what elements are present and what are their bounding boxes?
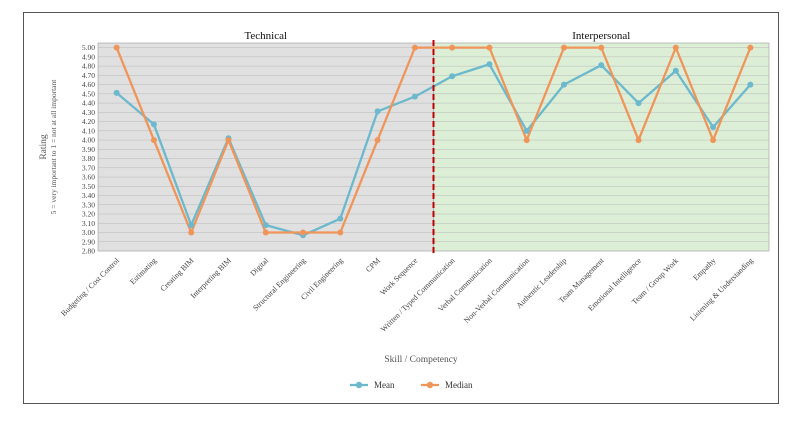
y-tick-label: 3.00 [82,228,95,237]
data-point-mean [449,73,456,80]
data-point-mean [710,124,717,131]
data-point-median [225,137,232,144]
data-point-mean [188,222,195,229]
y-tick-label: 4.30 [82,108,95,117]
y-tick-label: 4.70 [82,71,95,80]
data-point-median [598,44,605,51]
legend-label-median: Median [445,380,473,390]
data-point-mean [150,121,157,128]
x-tick-label: Estimating [128,256,158,286]
data-point-mean [747,81,754,88]
legend: Mean Median [350,380,473,390]
y-axis-sublabel: 5 = very important to 1 = not at all imp… [49,79,58,215]
region-label-technical: Technical [244,30,287,42]
y-tick-label: 5.00 [82,43,95,52]
legend-item-median[interactable]: Median [421,380,473,390]
y-tick-label: 4.10 [82,126,95,135]
y-tick-label: 4.40 [82,99,95,108]
data-point-median [747,44,754,51]
y-tick-label: 3.20 [82,210,95,219]
y-tick-label: 3.70 [82,163,95,172]
y-tick-label: 4.00 [82,136,95,145]
data-point-median [262,229,269,236]
y-tick-label: 4.60 [82,80,95,89]
data-point-median [374,137,381,144]
data-point-median [337,229,344,236]
y-tick-label: 3.50 [82,182,95,191]
data-point-median [672,44,679,51]
line-chart: 2.802.903.003.103.203.303.403.503.603.70… [39,30,770,390]
data-point-median [710,137,717,144]
y-tick-label: 2.80 [82,247,95,256]
data-point-median [449,44,456,51]
y-axis-label: Rating [39,134,49,160]
data-point-mean [560,81,567,88]
legend-marker-mean [355,381,363,389]
data-point-median [411,44,418,51]
data-point-median [523,137,530,144]
y-tick-label: 2.90 [82,237,95,246]
region-interpersonal [433,42,770,252]
data-point-mean [635,100,642,107]
y-tick-label: 4.50 [82,89,95,98]
data-point-median [635,137,642,144]
data-point-mean [113,89,120,96]
y-tick-label: 3.80 [82,154,95,163]
x-tick-label: Non-Verbal Communication [462,256,531,325]
x-tick-label: Listening & Understanding [688,256,755,323]
x-tick-label: Budgeting / Cost Control [59,255,122,318]
data-point-mean [337,215,344,222]
y-tick-label: 3.90 [82,145,95,154]
y-tick-label: 4.80 [82,62,95,71]
data-point-median [113,44,120,51]
data-point-median [188,229,195,236]
data-point-median [150,137,157,144]
data-point-mean [486,61,493,68]
x-tick-label: Digital [248,255,270,277]
data-point-mean [672,67,679,74]
region-label-interpersonal: Interpersonal [572,30,630,42]
data-point-mean [374,108,381,115]
legend-item-mean[interactable]: Mean [350,380,395,390]
data-point-mean [262,222,269,229]
y-tick-label: 4.90 [82,52,95,61]
x-tick-label: Work Sequence [378,256,419,297]
y-tick-label: 3.40 [82,191,95,200]
series-line-median [115,46,752,234]
data-point-median [486,44,493,51]
data-point-median [300,229,307,236]
y-tick-label: 3.60 [82,173,95,182]
x-tick-label: Empathy [691,256,717,282]
y-tick-label: 4.20 [82,117,95,126]
x-tick-label: Creating BIM [158,256,195,293]
data-point-mean [598,62,605,69]
y-tick-label: 3.10 [82,219,95,228]
legend-label-mean: Mean [374,380,395,390]
chart-frame: 2.80 2.90 3.00 3.10 3.20 3.30 3.40 3.50 3.60 3.70… [23,12,779,404]
data-point-mean [411,93,418,100]
x-tick-label: Written / Typed Communication [379,256,457,334]
y-tick-label: 3.30 [82,200,95,209]
data-point-median [560,44,567,51]
legend-marker-median [426,381,434,389]
region-technical [97,42,434,252]
x-tick-label: CPM [364,256,382,274]
x-axis-label: Skill / Competency [384,355,458,365]
data-point-mean [523,127,530,134]
y-axis-title: Rating 5 = very important to 1 = not at … [39,79,58,215]
